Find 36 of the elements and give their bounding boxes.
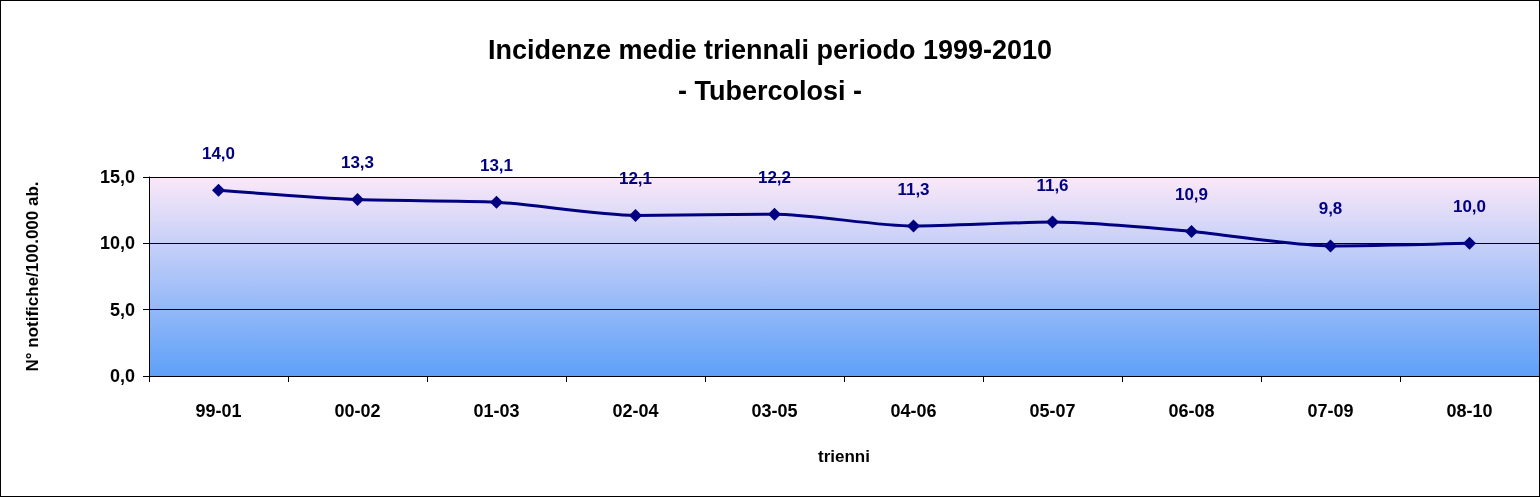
x-tick-label: 99-01 bbox=[195, 401, 242, 421]
x-tick-label: 03-05 bbox=[751, 401, 798, 421]
x-tick-label: 02-04 bbox=[612, 401, 659, 421]
y-tick-label: 0,0 bbox=[109, 366, 135, 386]
data-label: 11,6 bbox=[1036, 175, 1069, 195]
point bbox=[629, 208, 642, 222]
data-label: 9,8 bbox=[1318, 199, 1343, 219]
x-tick-label: 00-02 bbox=[334, 401, 381, 421]
x-tick-label: 07-09 bbox=[1307, 401, 1354, 421]
x-tick-label: 05-07 bbox=[1029, 401, 1076, 421]
x-tick-label: 04-06 bbox=[890, 401, 937, 421]
point bbox=[490, 195, 503, 209]
y-tick-label: 10,0 bbox=[99, 233, 135, 254]
point bbox=[1046, 215, 1059, 229]
point bbox=[768, 207, 781, 221]
data-label: 14,0 bbox=[201, 143, 236, 163]
data-label: 10,0 bbox=[1452, 196, 1487, 216]
x-tick-label: 08-10 bbox=[1446, 401, 1493, 421]
chart-title: Incidenze medie triennali periodo 1999-2010 bbox=[487, 34, 1053, 65]
data-label: 10,9 bbox=[1174, 184, 1209, 204]
x-tick-label: 06-08 bbox=[1168, 401, 1215, 421]
data-label: 11,3 bbox=[897, 179, 930, 199]
chart-subtitle: - Tubercolosi - bbox=[677, 75, 863, 106]
point bbox=[907, 219, 920, 233]
y-tick-label: 15,0 bbox=[99, 167, 135, 187]
x-axis-title: trienni bbox=[818, 447, 870, 466]
point bbox=[1324, 239, 1337, 253]
point bbox=[212, 183, 225, 197]
x-tick-label: 01-03 bbox=[473, 401, 520, 421]
point bbox=[351, 193, 364, 207]
data-label: 13,3 bbox=[340, 153, 375, 173]
data-label: 13,1 bbox=[479, 155, 514, 175]
y-axis-title: N° notifiche/100.000 ab. bbox=[23, 181, 42, 372]
point bbox=[1185, 224, 1198, 238]
point bbox=[1463, 236, 1476, 250]
y-tick-label: 5,0 bbox=[109, 299, 135, 320]
